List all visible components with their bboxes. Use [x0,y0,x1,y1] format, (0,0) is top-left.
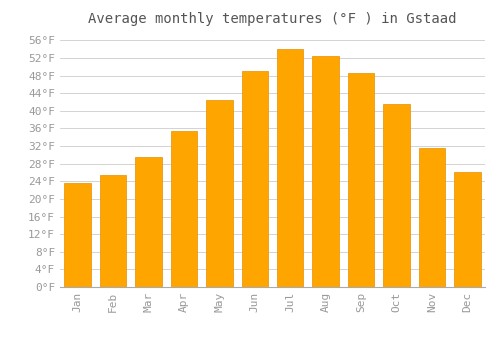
Bar [100,175,126,287]
Bar [348,74,374,287]
Title: Average monthly temperatures (°F ) in Gstaad: Average monthly temperatures (°F ) in Gs… [88,12,457,26]
Bar [170,131,197,287]
Bar [64,183,91,287]
Bar [454,173,480,287]
Bar [242,71,268,287]
Bar [312,56,339,287]
Bar [383,104,409,287]
Bar [418,148,445,287]
Bar [136,157,162,287]
Bar [277,49,303,287]
Bar [206,100,233,287]
